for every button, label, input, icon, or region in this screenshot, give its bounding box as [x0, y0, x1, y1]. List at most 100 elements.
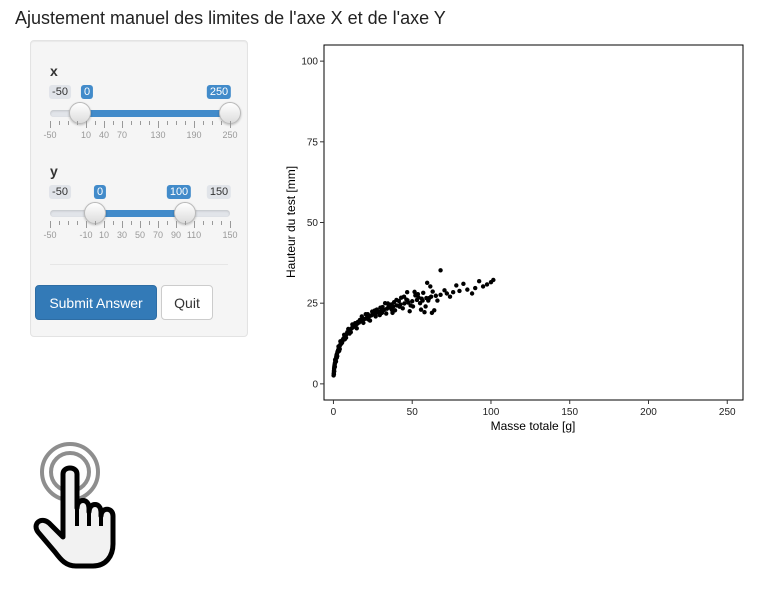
x-slider-major-tick: [104, 121, 105, 128]
scatter-point: [427, 295, 432, 301]
y-slider-tick-label: -10: [79, 230, 93, 240]
scatter-point: [365, 317, 371, 322]
y-axis-tick-label: 0: [312, 379, 318, 390]
x-slider-minor-tick: [221, 121, 222, 125]
y-slider-tick-label: 150: [222, 230, 238, 240]
y-slider-bar: [95, 210, 185, 217]
scatter-point: [415, 291, 421, 297]
x-slider-minor-tick: [59, 121, 60, 125]
x-slider-minor-tick: [176, 121, 177, 125]
x-slider-tick-label: 10: [80, 130, 92, 140]
scatter-point: [428, 284, 433, 289]
y-slider-major-tick: [194, 221, 195, 228]
scatter-point: [421, 290, 426, 296]
x-slider-tick-label: 40: [98, 130, 110, 140]
x-slider-from-handle[interactable]: [69, 102, 91, 124]
y-slider-min-label: -50: [49, 185, 71, 199]
scatter-point: [370, 309, 375, 314]
y-slider-minor-tick: [113, 221, 114, 225]
y-slider-from-label: 0: [93, 185, 107, 199]
x-slider-tick-label: 250: [222, 130, 238, 140]
y-axis-tick-label: 25: [307, 299, 319, 310]
scatter-point: [389, 307, 394, 312]
y-slider-major-tick: [140, 221, 141, 228]
page-title: Ajustement manuel des limites de l'axe X…: [15, 8, 446, 28]
y-slider-major-tick: [104, 221, 105, 228]
x-axis-tick-label: 100: [483, 407, 500, 418]
x-axis-tick-label: 50: [407, 407, 419, 418]
y-slider-to-label: 100: [166, 185, 192, 199]
x-slider-minor-tick: [113, 121, 114, 125]
scatter-point: [335, 349, 341, 355]
scatter-point: [391, 300, 397, 305]
scatter-point: [354, 326, 359, 331]
x-slider-to-label: 250: [206, 85, 232, 99]
scatter-point: [341, 332, 347, 338]
scatter-point: [473, 285, 478, 291]
y-slider-minor-tick: [221, 221, 222, 225]
x-slider-minor-tick: [203, 121, 204, 125]
scatter-point: [407, 309, 412, 314]
scatter-point: [332, 364, 338, 369]
scatter-point: [435, 298, 440, 303]
y-slider-tick-label: 110: [186, 230, 202, 240]
y-slider-minor-tick: [149, 221, 150, 225]
x-slider-major-tick: [158, 121, 159, 128]
scatter-point: [438, 268, 443, 273]
x-slider-tick-label: 190: [186, 130, 202, 140]
scatter-point: [352, 320, 358, 326]
scatter-point: [348, 330, 353, 335]
scatter-point: [333, 359, 338, 365]
x-axis-tick-label: 150: [561, 407, 578, 418]
y-slider-tick-label: -50: [43, 230, 57, 240]
scatter-point: [480, 284, 486, 289]
y-slider-grid: -50 -10 10 30 50 70 90 110 150: [43, 221, 238, 240]
scatter-point: [359, 314, 365, 319]
quit-button[interactable]: Quit: [161, 285, 213, 320]
x-slider-major-tick: [122, 121, 123, 128]
x-slider-tick-label: -50: [43, 130, 57, 140]
scatter-point: [405, 298, 410, 303]
scatter-point: [444, 291, 450, 296]
scatter-point: [465, 287, 470, 292]
submit-answer-button[interactable]: Submit Answer: [35, 285, 157, 320]
y-axis-tick-label: 100: [301, 57, 318, 68]
y-slider-major-tick: [158, 221, 159, 228]
x-slider-minor-tick: [185, 121, 186, 125]
scatter-point: [334, 355, 339, 360]
scatter-point: [491, 277, 496, 283]
y-slider-tick-label: 90: [170, 230, 182, 240]
y-slider-tick-label: 50: [134, 230, 146, 240]
scatter-point: [450, 290, 456, 295]
scatter-point: [363, 311, 368, 317]
x-slider-major-tick: [194, 121, 195, 128]
scatter-point: [379, 310, 385, 316]
scatter-point: [469, 291, 475, 296]
scatter-point: [410, 304, 416, 309]
y-slider-minor-tick: [77, 221, 78, 225]
scatter-point: [412, 289, 417, 295]
x-slider-major-tick: [50, 121, 51, 128]
x-slider-minor-tick: [77, 121, 78, 125]
y-axis-label: Hauteur du test [mm]: [284, 166, 298, 278]
y-slider-minor-tick: [95, 221, 96, 225]
scatter-point: [423, 304, 428, 309]
scatter-point: [346, 326, 351, 332]
y-slider-minor-tick: [131, 221, 132, 225]
x-slider-min-label: -50: [49, 85, 71, 99]
y-slider-minor-tick: [203, 221, 204, 225]
y-slider-tick-label: 10: [98, 230, 110, 240]
hand-pointer-icon: [33, 442, 116, 569]
y-slider-minor-tick: [185, 221, 186, 225]
y-slider-major-tick: [122, 221, 123, 228]
x-slider-minor-tick: [149, 121, 150, 125]
scatter-point: [476, 279, 482, 284]
x-slider-grid: -50 10 40 70 130 190 250: [43, 121, 238, 140]
y-axis-tick-label: 50: [307, 218, 319, 229]
scatter-point: [442, 288, 447, 293]
y-slider-minor-tick: [167, 221, 168, 225]
scatter-plot: 0 50 100 150 200 250 0 25 50 75 100 Masse totale […: [284, 44, 744, 433]
scatter-point: [397, 304, 402, 309]
scatter-point: [338, 339, 343, 344]
scatter-point: [373, 314, 378, 319]
